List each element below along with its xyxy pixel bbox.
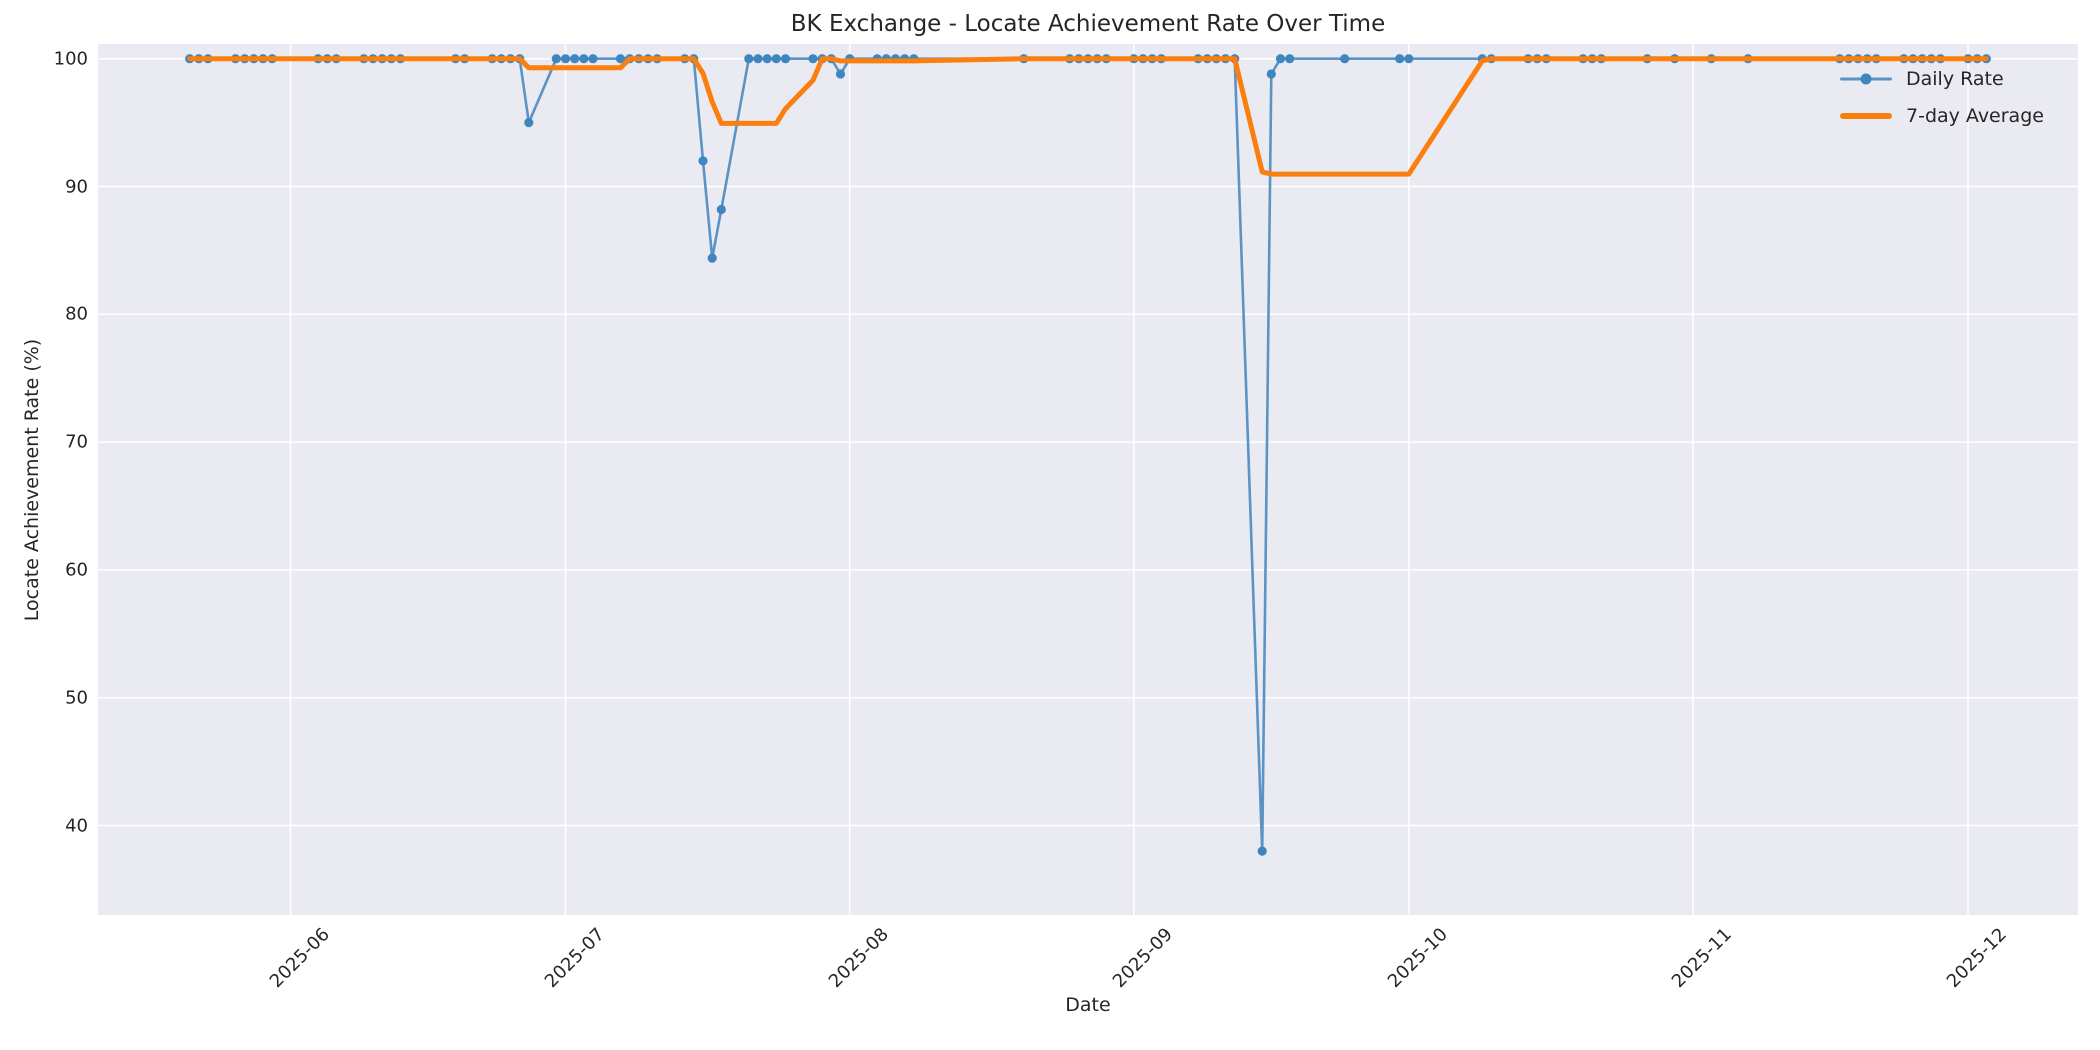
y-tick-label: 100 [53,48,88,70]
y-axis-label: Locate Achievement Rate (%) [21,338,43,622]
seven-day-average-swatch-icon [1840,108,1892,124]
daily-rate-marker [615,54,626,64]
daily-rate-marker [1395,54,1405,64]
daily-rate-marker [570,54,580,64]
legend: Daily Rate 7-day Average [1840,60,2044,134]
daily-rate-marker [762,54,772,64]
seven-day-average-line [187,56,1989,177]
daily-rate-marker-sample [1860,73,1872,84]
y-tick-label: 90 [65,176,88,197]
daily-rate-marker [1257,846,1267,856]
legend-label: 7-day Average [1906,104,2044,127]
daily-rate-marker [716,204,726,215]
daily-rate-marker [560,54,571,64]
legend-label: Daily Rate [1906,67,2004,90]
y-tick-label: 70 [65,431,88,453]
daily-rate-marker [1285,54,1295,64]
daily-rate-marker [1340,54,1350,64]
daily-rate-marker [698,156,708,166]
daily-rate-marker [771,54,781,64]
daily-rate-marker [808,54,818,64]
daily-rate-swatch-icon [1840,71,1892,87]
y-tick-label: 50 [65,687,88,709]
daily-rate-marker [1404,54,1414,64]
legend-item-daily-rate: Daily Rate [1840,60,2044,97]
seven-day-average-line-sample [1840,112,1892,119]
daily-rate-marker [780,54,791,64]
daily-rate-marker [707,253,717,263]
legend-item-seven-day-average: 7-day Average [1840,97,2044,134]
y-tick-label: 80 [65,303,88,325]
y-tick-label: 40 [65,815,88,836]
daily-rate-marker [579,54,589,64]
daily-rate-marker [744,54,754,64]
axes-background [98,44,2078,915]
daily-rate-marker [524,118,534,128]
y-tick-label: 60 [65,559,88,581]
gridlines [98,44,2078,915]
chart-title: BK Exchange - Locate Achievement Rate Ov… [790,11,1386,37]
daily-rate-marker [753,54,763,64]
daily-rate-marker [835,69,846,79]
daily-rate-marker [1275,54,1286,64]
x-axis-label: Date [1065,994,1111,1016]
daily-rate-marker [1266,69,1276,79]
daily-rate-marker [551,54,561,64]
daily-rate-marker [588,54,598,64]
